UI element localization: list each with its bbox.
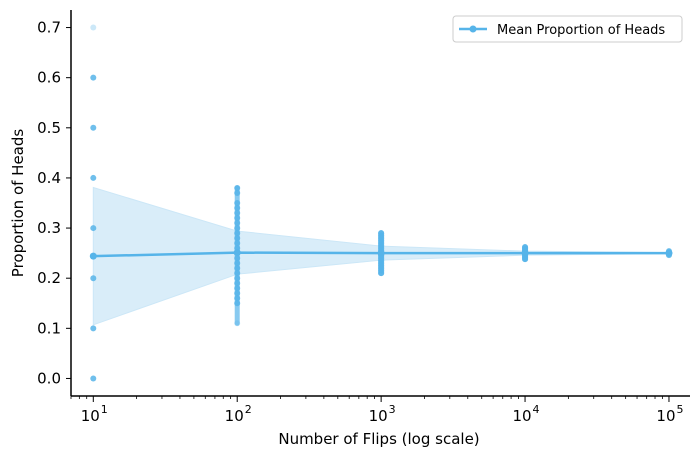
y-axis-label: Proportion of Heads	[9, 129, 27, 278]
sample-point	[90, 225, 97, 232]
x-tick-label: 10	[225, 407, 244, 425]
x-tick-exponent: 1	[101, 403, 108, 416]
x-tick-label: 10	[81, 407, 100, 425]
legend-box	[452, 15, 683, 43]
legend: Mean Proportion of Heads	[452, 15, 683, 43]
x-axis-label: Number of Flips (log scale)	[278, 430, 479, 448]
x-tick-label: 10	[369, 407, 388, 425]
mean-point	[233, 249, 241, 257]
x-tick-label: 10	[656, 407, 675, 425]
legend-label: Mean Proportion of Heads	[497, 23, 665, 38]
mean-point	[89, 252, 97, 260]
legend-dot-marker	[469, 25, 477, 33]
sample-point	[90, 24, 97, 31]
y-tick-label: 0.3	[37, 219, 61, 237]
mean-line-layer	[89, 249, 673, 260]
sample-point	[90, 124, 97, 131]
y-tick-label: 0.1	[37, 319, 61, 337]
mean-point	[377, 249, 385, 257]
sample-point	[90, 74, 97, 81]
sample-point	[90, 174, 97, 181]
x-tick-exponent: 4	[533, 403, 540, 416]
y-tick-label: 0.6	[37, 69, 61, 87]
x-tick-label: 10	[513, 407, 532, 425]
y-tick-label: 0.5	[37, 119, 61, 137]
y-tick-label: 0.0	[37, 369, 61, 387]
y-tick-label: 0.7	[37, 19, 61, 37]
mean-point	[521, 249, 529, 257]
sample-point	[90, 325, 97, 332]
y-tick-label: 0.4	[37, 169, 61, 187]
x-tick-exponent: 3	[389, 403, 396, 416]
sample-point	[90, 275, 97, 282]
y-tick-label: 0.2	[37, 269, 61, 287]
axes-layer	[70, 10, 690, 397]
mean-point	[665, 249, 673, 257]
sample-point	[90, 375, 97, 382]
ticks-layer: 0.00.10.20.30.40.50.60.710 1 10 2 10 3 10 4 10 5	[37, 19, 683, 425]
x-tick-exponent: 5	[676, 403, 683, 416]
sample-points-layer	[90, 24, 672, 382]
x-tick-exponent: 2	[245, 403, 252, 416]
